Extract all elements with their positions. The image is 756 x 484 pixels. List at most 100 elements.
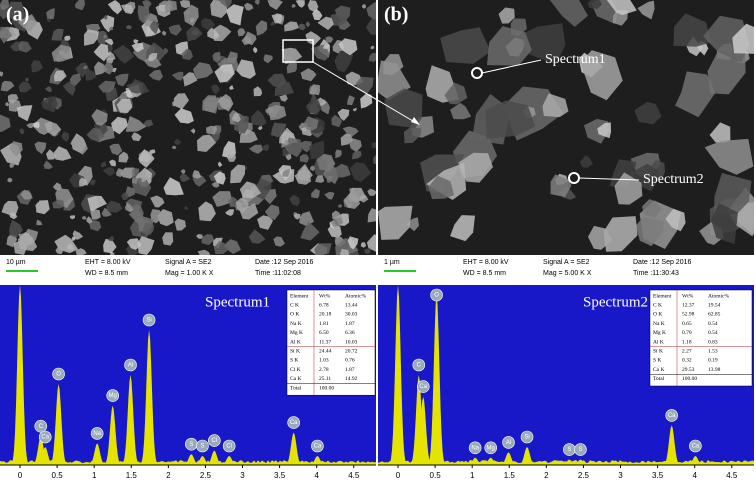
table-cell: 0.54 — [708, 330, 718, 336]
particle — [82, 216, 87, 220]
particle — [317, 16, 334, 30]
particle — [93, 43, 109, 62]
particle — [367, 188, 377, 196]
table-cell: 24.44 — [319, 348, 332, 354]
info-text: WD = 8.5 mm — [85, 270, 128, 277]
particle — [89, 220, 102, 232]
particle — [291, 4, 296, 8]
particle — [225, 209, 235, 216]
particle — [361, 4, 367, 9]
peak-label-bg — [502, 436, 515, 449]
table-cell: Si K — [290, 348, 300, 354]
particle — [251, 109, 267, 126]
particle — [183, 72, 198, 87]
particle — [119, 167, 135, 179]
x-tick-label: 0 — [18, 471, 23, 480]
callout-line — [481, 59, 542, 74]
peak — [659, 425, 684, 465]
particle — [75, 0, 85, 11]
particle — [309, 140, 325, 160]
table-cell: 100.00 — [319, 385, 334, 391]
table-header: Wt% — [319, 293, 331, 299]
x-tick-label: 1.5 — [504, 471, 516, 480]
table-cell: 62.85 — [708, 312, 721, 318]
table-cell: C K — [653, 302, 662, 308]
x-tick-label: 1 — [470, 471, 475, 480]
table-cell: Al K — [290, 339, 301, 345]
particle — [173, 138, 181, 146]
particle — [201, 234, 215, 246]
particle — [244, 2, 254, 11]
particle — [289, 194, 300, 206]
particle — [249, 144, 263, 154]
peak-label-bg — [430, 288, 443, 302]
particle — [87, 195, 107, 212]
table-cell: 0.54 — [708, 321, 718, 327]
particle — [201, 18, 216, 32]
particle — [293, 213, 301, 220]
particle — [86, 216, 93, 224]
table-cell: 0.83 — [708, 339, 718, 345]
particle — [704, 138, 754, 175]
particle — [5, 102, 9, 107]
particle — [181, 48, 193, 60]
particle — [54, 146, 72, 161]
table-cell: Cl K — [290, 367, 301, 373]
x-tick-label: 1.5 — [126, 471, 138, 480]
peak-label: O — [56, 372, 61, 378]
info-text: Date :12 Sep 2016 — [633, 259, 691, 266]
particle — [309, 84, 320, 96]
particle — [331, 217, 344, 227]
particle — [137, 5, 150, 24]
peak — [463, 457, 488, 465]
particle — [675, 71, 716, 118]
particle — [214, 64, 235, 83]
spectrum-title: Spectrum1 — [205, 294, 270, 310]
particle — [384, 88, 423, 129]
particle — [0, 0, 10, 11]
peak-label-bg — [311, 439, 324, 453]
peak — [179, 454, 204, 465]
particle — [112, 45, 135, 64]
peak — [28, 436, 53, 465]
particle — [360, 93, 373, 109]
table-cell: 14.92 — [345, 376, 358, 382]
particle — [711, 203, 738, 245]
peak-label: Si — [146, 318, 151, 324]
table-cell: S K — [290, 358, 298, 364]
particle — [306, 99, 322, 115]
particle — [131, 132, 142, 142]
particle — [284, 21, 299, 32]
info-text: EHT = 8.00 kV — [85, 259, 131, 266]
particle — [334, 5, 351, 23]
particle — [218, 0, 232, 8]
particle — [64, 35, 71, 41]
x-tick-label: 2.5 — [200, 471, 212, 480]
x-tick-label: 3 — [618, 471, 623, 480]
particle — [89, 179, 96, 186]
particle — [330, 13, 348, 26]
particle — [238, 203, 259, 220]
particle — [126, 82, 144, 94]
particle — [101, 161, 107, 168]
panel-label: (a) — [6, 4, 29, 26]
table-cell: 6.78 — [319, 302, 329, 308]
particle — [7, 177, 13, 183]
particle — [300, 68, 317, 82]
particle — [299, 154, 310, 163]
particle — [267, 104, 287, 121]
particle — [148, 53, 158, 62]
particle — [108, 236, 114, 242]
table-cell: 0.65 — [682, 321, 692, 327]
particle — [300, 221, 320, 241]
particle — [520, 23, 566, 65]
particle — [673, 13, 712, 47]
particle — [634, 101, 662, 125]
particle — [109, 26, 114, 31]
table-cell: Ca K — [290, 376, 301, 382]
x-tick-label: 3.5 — [652, 471, 664, 480]
particle — [17, 14, 38, 32]
x-tick-label: 0.5 — [52, 471, 64, 480]
particle — [45, 86, 53, 93]
particle — [352, 107, 357, 112]
